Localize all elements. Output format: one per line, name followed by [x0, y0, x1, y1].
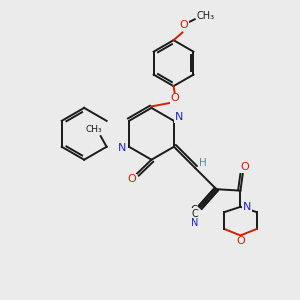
Text: C: C [192, 209, 199, 219]
Text: O: O [128, 174, 136, 184]
Text: N: N [243, 202, 251, 212]
Text: O: O [240, 162, 249, 172]
Text: CH₃: CH₃ [86, 125, 103, 134]
Text: N: N [118, 143, 127, 153]
Text: O: O [171, 94, 179, 103]
Text: N: N [175, 112, 183, 122]
Text: O: O [180, 20, 188, 30]
Text: C: C [190, 206, 197, 215]
Text: N: N [190, 215, 197, 225]
Text: O: O [236, 236, 245, 246]
Text: CH₃: CH₃ [197, 11, 215, 21]
Text: N: N [191, 218, 199, 228]
Text: H: H [200, 158, 207, 168]
